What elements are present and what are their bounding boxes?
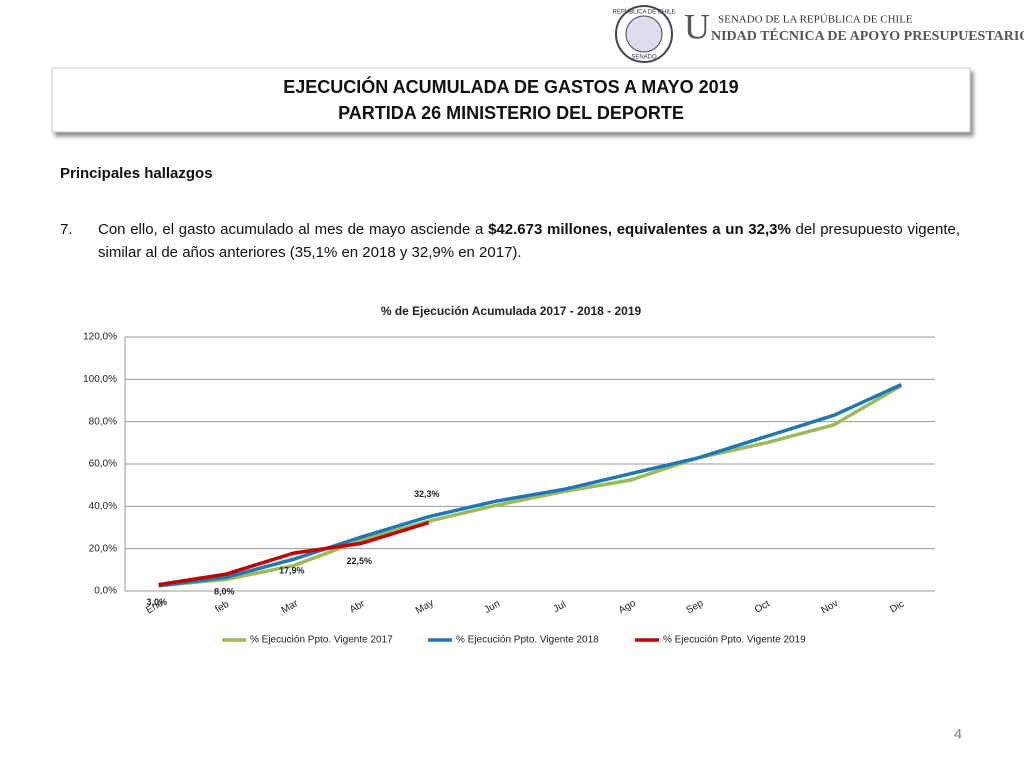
y-tick-label: 100,0% — [83, 374, 117, 385]
org-name: SENADO DE LA REPÚBLICA DE CHILE — [718, 14, 913, 26]
seal-text: REPÚBLICA DE CHILE — [612, 9, 675, 16]
x-tick-label: Dic — [888, 599, 906, 616]
chart-title: % de Ejecución Acumulada 2017 - 2018 - 2… — [381, 304, 642, 318]
data-label: 32,3% — [414, 489, 440, 499]
page-number: 4 — [954, 726, 962, 743]
data-label: 8,0% — [214, 586, 235, 596]
title: EJECUCIÓN ACUMULADA DE GASTOS A MAYO 201… — [283, 76, 738, 97]
section-heading: Principales hallazgos — [60, 165, 213, 182]
y-tick-label: 120,0% — [83, 332, 117, 343]
title: PARTIDA 26 MINISTERIO DEL DEPORTE — [338, 103, 684, 123]
x-tick-label: Sep — [684, 598, 705, 617]
seal-text: SENADO — [631, 55, 657, 61]
y-tick-label: 0,0% — [94, 586, 117, 597]
legend-label: % Ejecución Ppto. Vigente 2018 — [456, 635, 599, 646]
x-tick-label: Nov — [819, 598, 840, 616]
line-series — [158, 520, 430, 587]
x-tick-label: Abr — [348, 598, 368, 616]
x-tick-label: Jul — [552, 599, 569, 615]
legend-label: % Ejecución Ppto. Vigente 2017 — [250, 635, 393, 646]
y-tick-label: 20,0% — [89, 543, 117, 554]
data-label: 3,0% — [146, 597, 167, 607]
line-series — [158, 384, 903, 588]
text: del presupuesto vigente, similar al de a… — [98, 221, 960, 261]
item-number: 7. — [60, 221, 73, 238]
x-tick-label: feb — [214, 599, 232, 616]
x-tick-label: Mar — [280, 598, 301, 616]
x-tick-label: Oct — [753, 598, 772, 615]
legend-label: % Ejecución Ppto. Vigente 2019 — [663, 635, 806, 646]
line-series — [158, 383, 902, 588]
text-bold: $42.673 millones, equivalentes a un 32,3… — [488, 221, 791, 238]
x-tick-label: Ago — [617, 598, 638, 617]
y-tick-label: 80,0% — [89, 416, 117, 427]
org-initial: U — [684, 6, 710, 46]
seal-inner — [625, 15, 663, 53]
paragraph: Con ello, el gasto acumulado al mes de m… — [98, 218, 960, 264]
title-box — [51, 67, 971, 133]
x-tick-label: Jun — [483, 598, 502, 616]
y-tick-label: 60,0% — [89, 459, 117, 470]
org-name: NIDAD TÉCNICA DE APOYO PRESUPUESTARIO — [711, 27, 1024, 44]
x-tick-label: May — [414, 598, 436, 617]
y-tick-label: 40,0% — [89, 501, 117, 512]
data-label: 17,9% — [279, 565, 305, 575]
text: Con ello, el gasto acumulado al mes de m… — [98, 221, 489, 238]
data-label: 22,5% — [346, 556, 372, 566]
